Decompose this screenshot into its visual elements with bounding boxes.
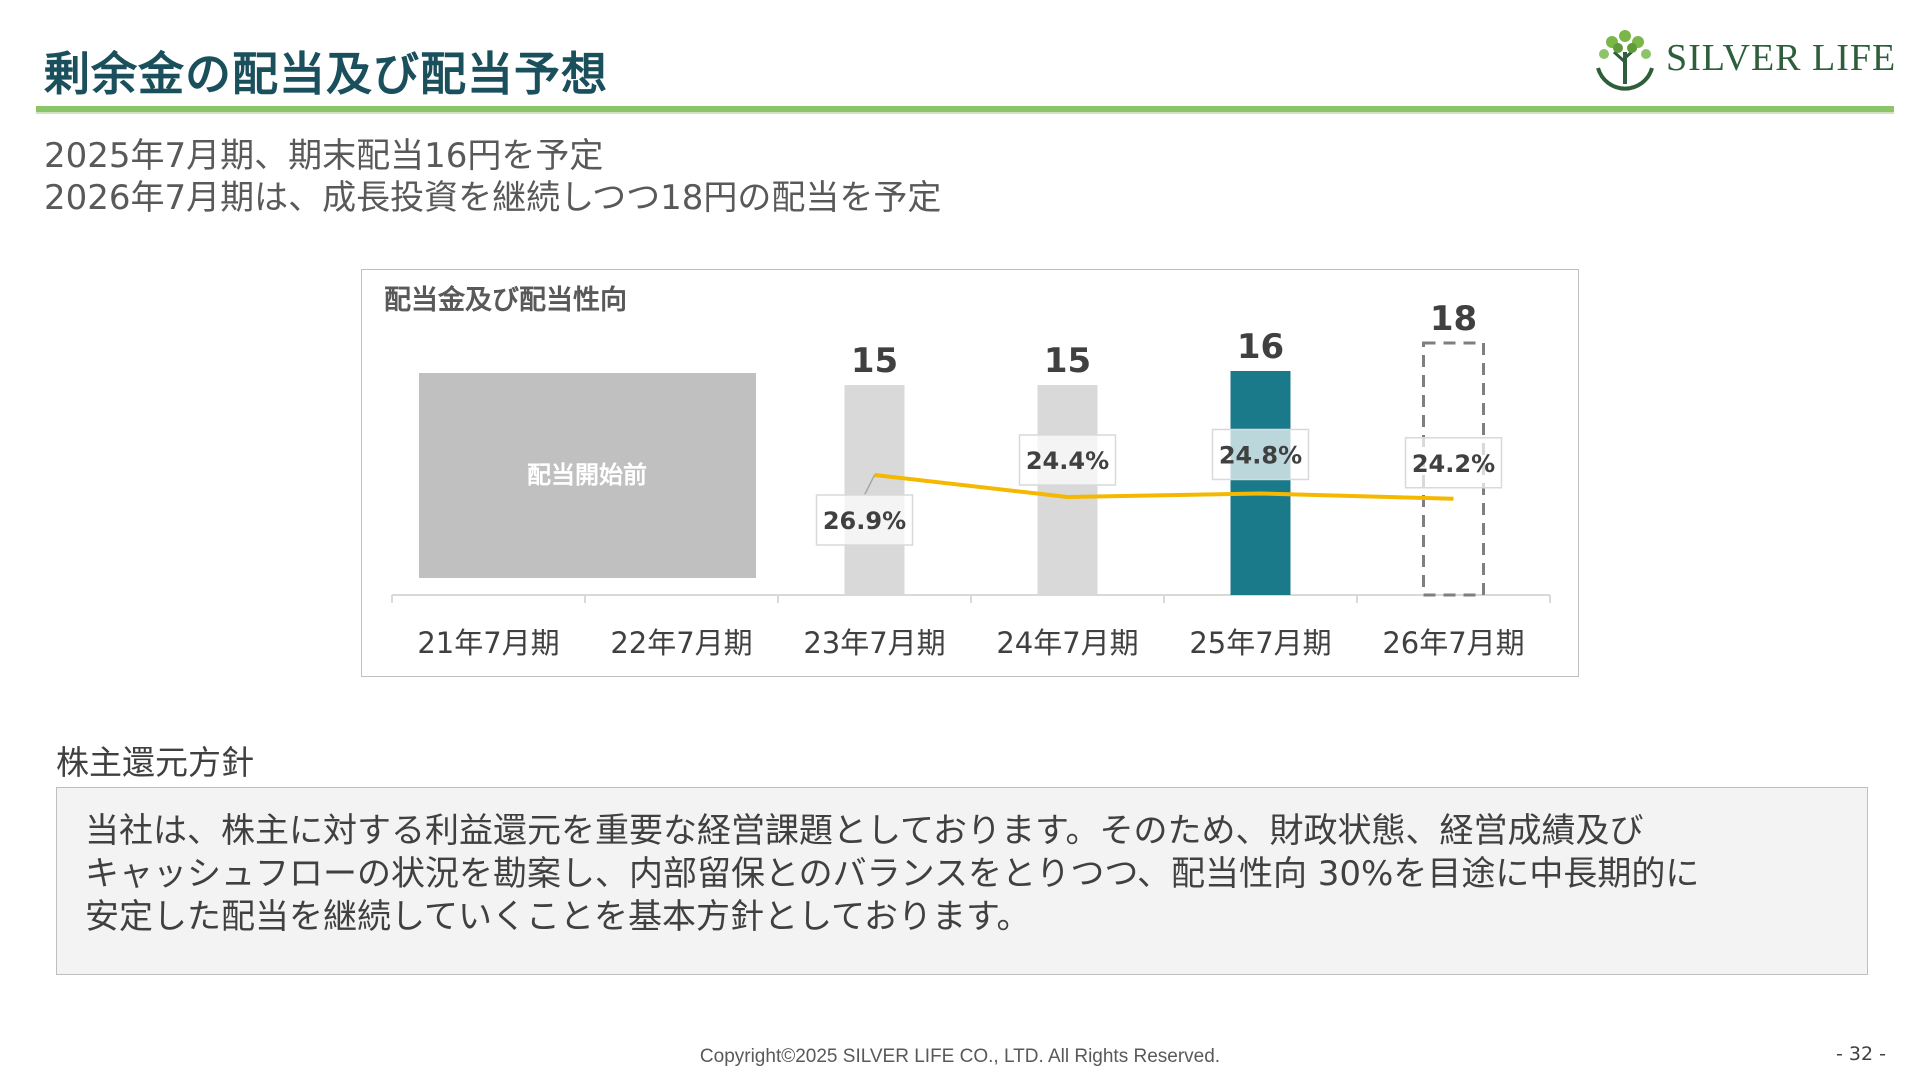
dividend-chart: 配当金及び配当性向 21年7月期 22年7月期 23年7月期 24年7月期 25年7月期 2… bbox=[361, 269, 1579, 677]
bar-value-label: 15 bbox=[1044, 341, 1091, 381]
lead-line-1: 2025年7月期、期末配当16円を予定 bbox=[44, 136, 604, 176]
copyright: Copyright©2025 SILVER LIFE CO., LTD. All… bbox=[699, 1046, 1221, 1067]
pct-value-label: 24.4% bbox=[1026, 447, 1109, 475]
bar-value-label: 18 bbox=[1430, 299, 1477, 339]
pct-value-label: 24.2% bbox=[1412, 450, 1495, 478]
page-number: - 32 - bbox=[1836, 1043, 1886, 1065]
x-tick-label: 26年7月期 bbox=[1382, 626, 1524, 660]
x-tick-label: 25年7月期 bbox=[1189, 626, 1331, 660]
label-leader-line bbox=[863, 474, 876, 496]
pre-dividend-block bbox=[419, 373, 756, 578]
dividend-bar bbox=[1037, 385, 1098, 595]
x-tick-label: 23年7月期 bbox=[803, 626, 945, 660]
policy-line-1: 当社は、株主に対する利益還元を重要な経営課題としております。そのため、財政状態、… bbox=[85, 811, 1644, 851]
pct-value-label: 26.9% bbox=[823, 507, 906, 535]
page-title: 剰余金の配当及び配当予想 bbox=[44, 47, 608, 101]
policy-line-2: キャッシュフローの状況を勘案し、内部留保とのバランスをとりつつ、配当性向 30%… bbox=[85, 854, 1700, 894]
lead-line-2: 2026年7月期は、成長投資を継続しつつ18円の配当を予定 bbox=[44, 178, 942, 218]
policy-text: 当社は、株主に対する利益還元を重要な経営課題としております。そのため、財政状態、… bbox=[85, 810, 1845, 939]
tree-logo-icon bbox=[1596, 30, 1654, 91]
x-tick-label: 21年7月期 bbox=[417, 626, 559, 660]
bar-value-label: 16 bbox=[1237, 327, 1284, 367]
title-divider bbox=[36, 106, 1894, 112]
pre-dividend-label: 配当開始前 bbox=[527, 461, 647, 489]
chart-title: 配当金及び配当性向 bbox=[384, 284, 627, 316]
dividend-bar bbox=[844, 385, 905, 595]
policy-heading: 株主還元方針 bbox=[56, 743, 254, 782]
x-tick-label: 24年7月期 bbox=[996, 626, 1138, 660]
pct-label-box bbox=[815, 494, 914, 546]
payout-ratio-line bbox=[874, 473, 1454, 501]
pct-label-box bbox=[1211, 428, 1310, 481]
dividend-bar bbox=[1230, 371, 1291, 595]
policy-line-3: 安定した配当を継続していくことを基本方針としております。 bbox=[85, 897, 1031, 937]
pct-label-box bbox=[1018, 434, 1117, 486]
dividend-chart-svg: 配当金及び配当性向 21年7月期 22年7月期 23年7月期 24年7月期 25年7月期 2… bbox=[384, 284, 1551, 660]
company-logo: SILVER LIFE bbox=[1588, 22, 1898, 92]
logo-text: SILVER LIFE bbox=[1666, 37, 1897, 79]
policy-box: 当社は、株主に対する利益還元を重要な経営課題としております。そのため、財政状態、… bbox=[56, 787, 1868, 975]
pct-label-box bbox=[1404, 437, 1503, 489]
x-tick-label: 22年7月期 bbox=[610, 626, 752, 660]
bar-value-label: 15 bbox=[851, 341, 898, 381]
title-divider-shadow bbox=[36, 112, 1894, 114]
pct-value-label: 24.8% bbox=[1219, 441, 1302, 469]
